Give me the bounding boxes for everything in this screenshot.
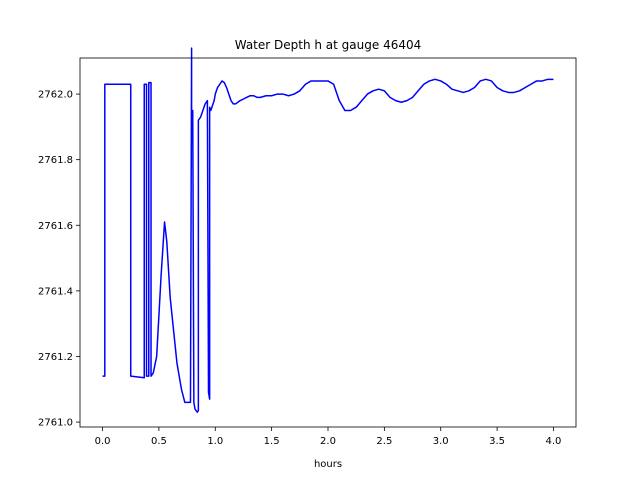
y-tick-label: 2761.6 — [38, 221, 73, 232]
x-tick-label: 1.5 — [264, 436, 280, 447]
y-tick-label: 2761.0 — [38, 418, 73, 429]
y-axis: 2761.0 2761.2 2761.4 2761.6 2761.8 2762.0 — [38, 90, 80, 429]
x-tick-label: 0.5 — [151, 436, 167, 447]
x-tick-label: 0.0 — [95, 436, 111, 447]
y-tick-label: 2761.8 — [38, 155, 73, 166]
x-axis-label: hours — [314, 459, 342, 470]
x-tick-label: 1.0 — [207, 436, 223, 447]
y-tick-label: 2762.0 — [38, 90, 73, 101]
x-tick-label: 3.0 — [433, 436, 449, 447]
x-axis: 0.0 0.5 1.0 1.5 2.0 2.5 3.0 3.5 4.0 — [95, 427, 562, 447]
series-line — [102, 47, 554, 413]
y-tick-label: 2761.4 — [38, 286, 73, 297]
y-tick-label: 2761.2 — [38, 352, 73, 363]
x-tick-label: 3.5 — [489, 436, 505, 447]
x-tick-label: 2.5 — [376, 436, 392, 447]
x-tick-label: 4.0 — [546, 436, 562, 447]
x-tick-label: 2.0 — [320, 436, 336, 447]
chart-title: Water Depth h at gauge 46404 — [235, 38, 422, 52]
